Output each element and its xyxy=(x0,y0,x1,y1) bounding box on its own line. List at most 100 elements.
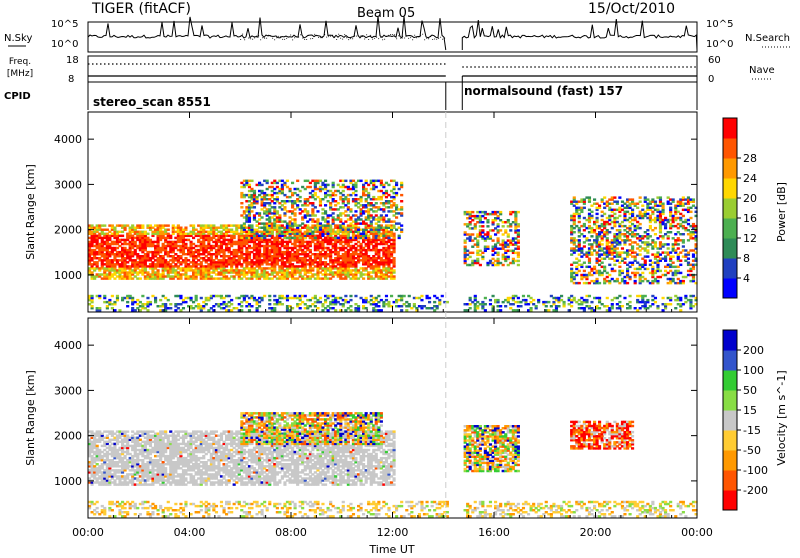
range-cell xyxy=(306,180,309,182)
range-cell xyxy=(654,233,657,235)
range-cell xyxy=(167,224,170,226)
range-cell xyxy=(154,297,157,299)
range-cell xyxy=(309,186,312,188)
range-cell xyxy=(276,210,279,212)
range-cell xyxy=(354,265,357,267)
range-cell xyxy=(276,224,279,226)
range-cell xyxy=(276,196,279,198)
range-cell xyxy=(583,223,586,225)
range-cell xyxy=(674,213,677,215)
range-cell xyxy=(616,247,619,249)
range-cell xyxy=(588,201,591,203)
range-cell xyxy=(504,229,507,231)
range-cell xyxy=(334,303,337,305)
range-cell xyxy=(248,309,251,311)
range-cell xyxy=(273,180,276,182)
range-cell xyxy=(484,297,487,299)
range-cell xyxy=(263,295,266,297)
range-cell xyxy=(200,309,203,311)
range-cell xyxy=(400,186,403,188)
range-cell xyxy=(682,215,685,217)
range-cell xyxy=(131,303,134,305)
range-cell xyxy=(111,224,114,226)
range-cell xyxy=(484,303,487,305)
range-cell xyxy=(377,220,380,222)
range-cell xyxy=(654,241,657,243)
range-cell xyxy=(517,223,520,225)
range-cell xyxy=(332,186,335,188)
range-cell xyxy=(593,229,596,231)
range-cell xyxy=(354,194,357,196)
range-cell xyxy=(271,277,274,279)
range-cell xyxy=(311,309,314,311)
range-cell xyxy=(228,277,231,279)
range-cell xyxy=(372,182,375,184)
range-cell xyxy=(240,305,243,307)
range-cell xyxy=(471,239,474,241)
range-cell xyxy=(517,260,520,262)
range-cell xyxy=(659,229,662,231)
range-cell xyxy=(400,200,403,202)
range-cell xyxy=(294,220,297,222)
range-cell xyxy=(278,301,281,303)
range-cell xyxy=(283,182,286,184)
range-cell xyxy=(250,224,253,226)
range-cell xyxy=(169,307,172,309)
range-cell xyxy=(588,266,591,268)
range-cell xyxy=(337,208,340,210)
nsky-tick-top: 10^5 xyxy=(51,19,78,30)
range-cell xyxy=(258,212,261,214)
range-cell xyxy=(248,220,251,222)
range-cell xyxy=(646,268,649,270)
range-cell xyxy=(164,303,167,305)
range-cell xyxy=(403,295,406,297)
range-cell xyxy=(321,309,324,311)
range-cell xyxy=(385,277,388,279)
range-cell xyxy=(428,297,431,299)
range-cell xyxy=(126,301,129,303)
range-cell xyxy=(387,237,390,239)
range-cell xyxy=(316,182,319,184)
range-cell xyxy=(273,237,276,239)
range-cell xyxy=(179,303,182,305)
freq-label: Freq. xyxy=(9,57,31,67)
range-cell xyxy=(139,301,142,303)
range-cell xyxy=(636,262,639,264)
range-cell xyxy=(484,309,487,311)
range-cell xyxy=(662,203,665,205)
range-cell xyxy=(672,201,675,203)
range-cell xyxy=(494,233,497,235)
range-cell xyxy=(669,207,672,209)
range-cell xyxy=(387,301,390,303)
range-cell xyxy=(474,309,477,311)
range-cell xyxy=(263,227,266,229)
range-cell xyxy=(357,309,360,311)
range-cell xyxy=(258,249,261,251)
range-cell xyxy=(601,262,604,264)
range-cell xyxy=(349,305,352,307)
range-cell xyxy=(471,233,474,235)
range-cell xyxy=(273,307,276,309)
range-cell xyxy=(261,299,264,301)
range-cell xyxy=(385,214,388,216)
range-cell xyxy=(481,225,484,227)
range-cell xyxy=(367,192,370,194)
range-cell xyxy=(179,295,182,297)
range-cell xyxy=(636,233,639,235)
range-cell xyxy=(413,303,416,305)
range-cell xyxy=(230,265,233,267)
range-cell xyxy=(393,277,396,279)
nsearch-tick-bottom: 10^0 xyxy=(706,39,733,50)
range-cell xyxy=(266,180,269,182)
range-cell xyxy=(639,201,642,203)
range-cell xyxy=(517,264,520,266)
range-cell xyxy=(608,274,611,276)
range-cell xyxy=(190,297,193,299)
range-cell xyxy=(294,212,297,214)
range-cell xyxy=(337,301,340,303)
range-cell xyxy=(502,233,505,235)
range-cell xyxy=(646,255,649,257)
range-cell xyxy=(639,253,642,255)
range-cell xyxy=(654,227,657,229)
